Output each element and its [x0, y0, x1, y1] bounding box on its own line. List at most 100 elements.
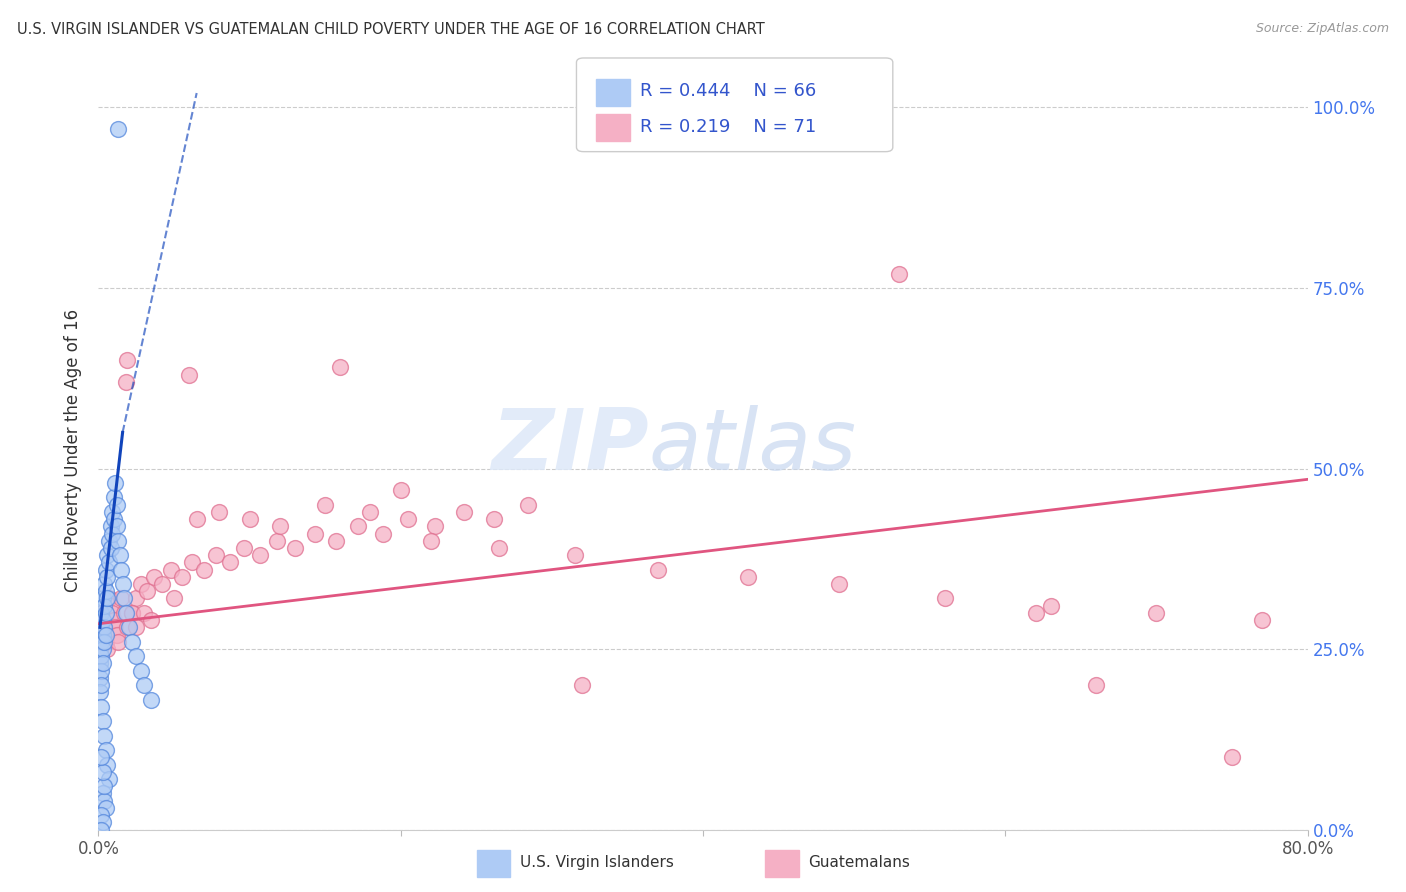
Point: [179, 368, 201, 382]
Point: [571, 678, 593, 692]
Point: [94, 743, 117, 757]
Point: [91, 613, 114, 627]
Point: [396, 512, 419, 526]
Point: [105, 627, 128, 641]
Point: [103, 613, 125, 627]
Point: [181, 555, 204, 569]
Point: [108, 548, 131, 562]
Text: R = 0.219    N = 71: R = 0.219 N = 71: [640, 118, 815, 136]
Point: [91, 714, 114, 729]
Point: [105, 498, 128, 512]
Point: [90, 606, 112, 620]
Point: [91, 764, 114, 779]
Point: [115, 353, 138, 368]
Point: [193, 563, 215, 577]
Point: [125, 649, 148, 664]
Point: [96, 642, 118, 657]
Point: [104, 620, 127, 634]
Point: [94, 801, 117, 815]
Point: [135, 584, 157, 599]
Point: [89, 642, 111, 657]
Point: [110, 563, 132, 577]
Point: [737, 570, 759, 584]
Point: [93, 794, 115, 808]
Point: [91, 657, 114, 671]
Point: [100, 519, 122, 533]
Point: [93, 599, 115, 613]
Point: [1220, 750, 1243, 764]
Point: [90, 635, 112, 649]
Point: [107, 533, 129, 548]
Point: [371, 526, 394, 541]
Point: [90, 664, 112, 678]
Point: [93, 577, 115, 591]
Point: [94, 627, 117, 641]
Point: [93, 729, 115, 743]
Point: [114, 606, 136, 620]
Point: [112, 591, 135, 606]
Point: [389, 483, 412, 498]
Point: [347, 519, 370, 533]
Point: [112, 606, 135, 620]
Point: [90, 678, 112, 692]
Point: [160, 563, 183, 577]
Point: [564, 548, 586, 562]
Point: [91, 627, 114, 641]
Point: [96, 570, 118, 584]
Point: [90, 699, 112, 714]
Point: [98, 591, 121, 606]
Point: [889, 267, 911, 281]
Point: [101, 526, 124, 541]
Point: [110, 591, 132, 606]
Point: [100, 599, 122, 613]
Point: [89, 671, 111, 685]
Point: [94, 606, 117, 620]
Point: [488, 541, 510, 555]
Point: [89, 685, 111, 699]
Point: [93, 627, 115, 641]
Point: [91, 591, 114, 606]
Y-axis label: Child Poverty Under the Age of 16: Child Poverty Under the Age of 16: [65, 309, 83, 592]
Point: [94, 563, 117, 577]
Point: [141, 692, 163, 706]
Point: [125, 591, 148, 606]
Point: [360, 505, 382, 519]
Point: [121, 635, 143, 649]
Text: U.S. VIRGIN ISLANDER VS GUATEMALAN CHILD POVERTY UNDER THE AGE OF 16 CORRELATION: U.S. VIRGIN ISLANDER VS GUATEMALAN CHILD…: [17, 22, 765, 37]
Point: [249, 548, 271, 562]
Point: [100, 541, 122, 555]
Point: [89, 627, 111, 641]
Point: [205, 548, 228, 562]
Point: [314, 498, 336, 512]
Point: [107, 122, 129, 136]
Point: [115, 620, 138, 634]
Point: [90, 649, 112, 664]
Point: [420, 533, 443, 548]
Text: atlas: atlas: [648, 405, 856, 488]
Point: [125, 620, 148, 634]
Point: [129, 664, 152, 678]
Point: [98, 772, 121, 786]
Point: [96, 757, 118, 772]
Point: [284, 541, 307, 555]
Point: [170, 570, 193, 584]
Point: [94, 635, 117, 649]
Text: Guatemalans: Guatemalans: [808, 855, 910, 870]
Point: [425, 519, 447, 533]
Point: [96, 548, 118, 562]
Point: [132, 606, 155, 620]
Point: [91, 642, 114, 657]
Point: [91, 815, 114, 830]
Point: [101, 606, 124, 620]
Point: [103, 491, 125, 505]
Point: [89, 657, 111, 671]
Text: R = 0.444    N = 66: R = 0.444 N = 66: [640, 82, 815, 100]
Point: [304, 526, 326, 541]
Point: [484, 512, 506, 526]
Point: [1085, 678, 1108, 692]
Point: [98, 533, 121, 548]
Point: [107, 635, 129, 649]
Point: [1024, 606, 1046, 620]
Point: [150, 577, 173, 591]
Point: [101, 505, 124, 519]
